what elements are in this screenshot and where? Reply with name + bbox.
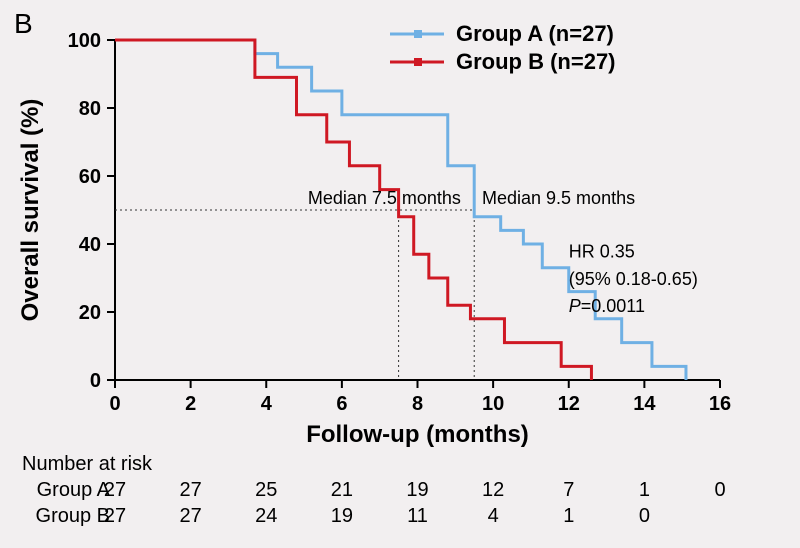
- y-tick-label: 80: [79, 98, 101, 120]
- risk-header: Number at risk: [22, 453, 153, 475]
- risk-cell: 24: [255, 505, 277, 527]
- hr-text: HR 0.35: [569, 242, 635, 262]
- risk-cell: 12: [482, 479, 504, 501]
- risk-row-label: Group B: [36, 505, 110, 527]
- km-chart: 0246810121416020406080100Follow-up (mont…: [0, 0, 800, 548]
- x-tick-label: 12: [558, 393, 580, 415]
- x-tick-label: 16: [709, 393, 731, 415]
- risk-cell: 27: [180, 505, 202, 527]
- x-tick-label: 6: [336, 393, 347, 415]
- p-text: P=0.0011: [569, 296, 645, 316]
- x-tick-label: 2: [185, 393, 196, 415]
- risk-cell: 11: [407, 505, 428, 527]
- risk-cell: 0: [639, 505, 650, 527]
- risk-cell: 1: [639, 479, 650, 501]
- y-tick-label: 20: [79, 302, 101, 324]
- risk-cell: 7: [563, 479, 574, 501]
- median-a-label: Median 9.5 months: [482, 188, 635, 208]
- y-tick-label: 100: [68, 30, 101, 52]
- y-tick-label: 40: [79, 234, 101, 256]
- risk-cell: 19: [406, 479, 428, 501]
- risk-cell: 27: [180, 479, 202, 501]
- x-tick-label: 8: [412, 393, 423, 415]
- x-tick-label: 14: [633, 393, 656, 415]
- ci-text: (95% 0.18-0.65): [569, 269, 698, 289]
- risk-cell: 25: [255, 479, 277, 501]
- risk-cell: 0: [714, 479, 725, 501]
- risk-cell: 21: [331, 479, 353, 501]
- x-tick-label: 0: [109, 393, 120, 415]
- y-tick-label: 60: [79, 166, 101, 188]
- y-tick-label: 0: [90, 370, 101, 392]
- risk-cell: 4: [488, 505, 499, 527]
- y-axis-label: Overall survival (%): [17, 99, 44, 322]
- x-tick-label: 10: [482, 393, 504, 415]
- legend-label: Group A (n=27): [456, 21, 614, 46]
- x-axis-label: Follow-up (months): [306, 421, 529, 448]
- risk-row-label: Group A: [37, 479, 111, 501]
- risk-cell: 19: [331, 505, 353, 527]
- risk-cell: 27: [104, 479, 126, 501]
- median-b-label: Median 7.5 months: [308, 188, 461, 208]
- risk-cell: 1: [563, 505, 574, 527]
- x-tick-label: 4: [261, 393, 273, 415]
- risk-cell: 27: [104, 505, 126, 527]
- legend-label: Group B (n=27): [456, 49, 616, 74]
